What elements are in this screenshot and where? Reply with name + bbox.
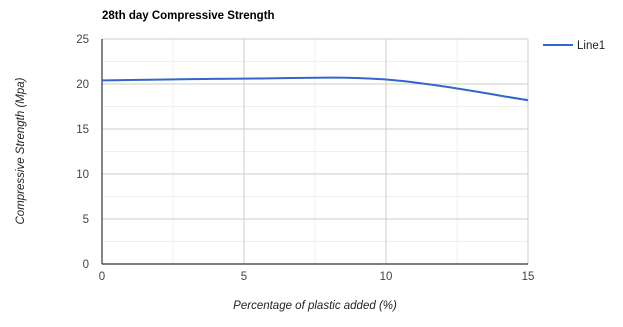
y-tick-label: 0 bbox=[83, 259, 89, 271]
y-tick-label: 15 bbox=[76, 124, 89, 136]
chart-title: 28th day Compressive Strength bbox=[102, 10, 275, 22]
y-axis-ticks: 0 5 10 15 20 25 bbox=[76, 34, 89, 271]
grid-lines bbox=[101, 38, 529, 265]
x-tick-label: 5 bbox=[241, 271, 247, 283]
x-axis-title: Percentage of plastic added (%) bbox=[233, 300, 397, 312]
legend-label-line1: Line1 bbox=[577, 40, 605, 52]
y-tick-label: 20 bbox=[76, 79, 89, 91]
x-tick-label: 10 bbox=[380, 271, 393, 283]
y-axis-title: Compressive Strength (Mpa) bbox=[15, 77, 27, 224]
x-axis-ticks: 0 5 10 15 bbox=[99, 271, 535, 283]
x-tick-label: 15 bbox=[522, 271, 535, 283]
y-tick-label: 25 bbox=[76, 34, 89, 46]
y-tick-label: 5 bbox=[83, 214, 89, 226]
series-line-line1 bbox=[101, 76, 529, 102]
legend: Line1 bbox=[543, 40, 605, 52]
series-lines bbox=[101, 76, 529, 102]
x-tick-label: 0 bbox=[99, 271, 105, 283]
y-tick-label: 10 bbox=[76, 169, 89, 181]
